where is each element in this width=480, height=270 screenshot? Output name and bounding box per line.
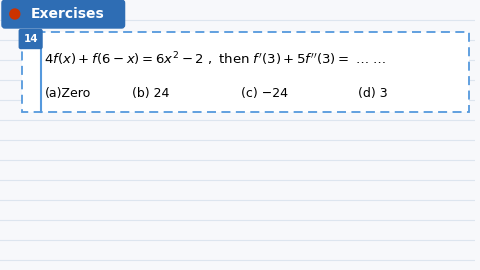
Text: 14: 14 xyxy=(24,34,38,44)
Bar xyxy=(22,32,468,112)
Text: Exercises: Exercises xyxy=(30,7,104,21)
FancyBboxPatch shape xyxy=(2,0,125,28)
FancyBboxPatch shape xyxy=(19,29,42,49)
Text: $4f(x) + f(6-x) = 6x^2 - 2$$\ ,\ \mathrm{then}\ $$f'(3) + 5f''(3) = \ \ldots\ \l: $4f(x) + f(6-x) = 6x^2 - 2$$\ ,\ \mathrm… xyxy=(45,50,387,68)
Text: (a)Zero: (a)Zero xyxy=(45,87,91,100)
Bar xyxy=(22,32,468,112)
Text: (c) −24: (c) −24 xyxy=(241,87,288,100)
Text: (d) 3: (d) 3 xyxy=(358,87,387,100)
Text: (b) 24: (b) 24 xyxy=(132,87,170,100)
Circle shape xyxy=(10,9,20,19)
